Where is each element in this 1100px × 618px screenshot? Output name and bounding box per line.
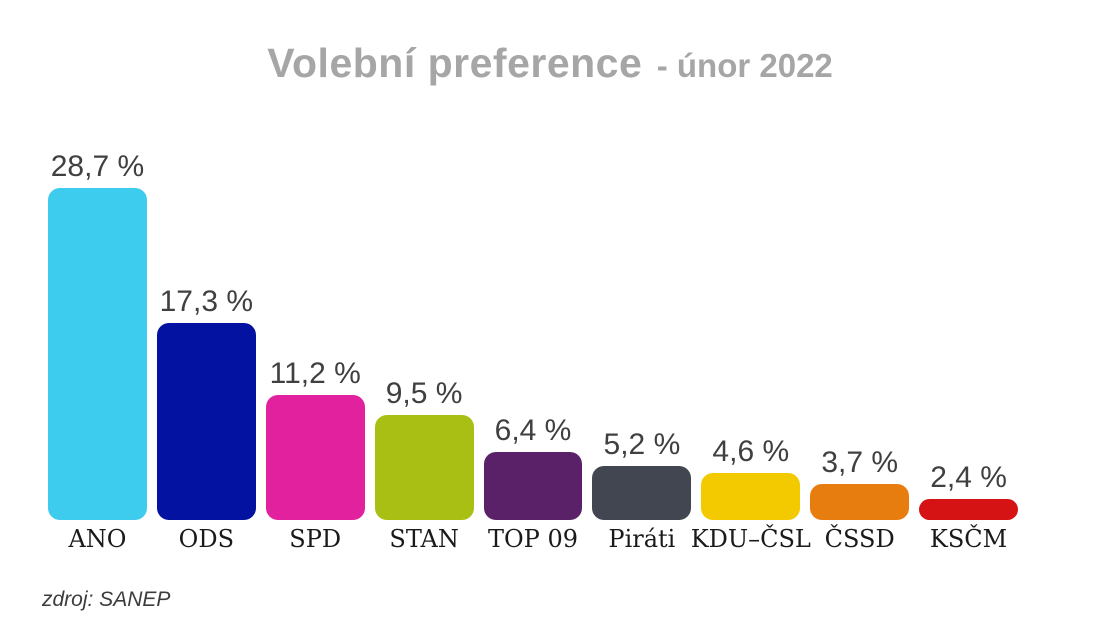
chart-title-suffix: - únor 2022 bbox=[656, 47, 833, 84]
source-note: zdroj: SANEP bbox=[42, 588, 171, 611]
bar bbox=[701, 473, 801, 520]
bar-column: 6,4 % TOP 09 bbox=[483, 413, 583, 559]
category-label: TOP 09 bbox=[488, 525, 578, 553]
category-label: SPD bbox=[289, 525, 342, 553]
category-label: ANO bbox=[68, 525, 127, 553]
bar bbox=[156, 323, 256, 520]
bar-column: 11,2 % SPD bbox=[265, 356, 365, 559]
bar-value-label: 5,2 % bbox=[603, 427, 681, 461]
bar-value-label: 9,5 % bbox=[385, 376, 463, 410]
bar-chart: 28,7 % ANO 17,3 % ODS 11,2 % SPD 9,5 % STAN 6,4 … bbox=[48, 149, 1019, 559]
bar-column: 3,7 % ČSSD bbox=[810, 445, 910, 559]
bar bbox=[483, 452, 583, 520]
bar-value-label: 4,6 % bbox=[712, 434, 790, 468]
bar-value-label: 28,7 % bbox=[50, 149, 145, 183]
bar bbox=[374, 415, 474, 520]
bar-column: 2,4 % KSČM bbox=[919, 460, 1019, 559]
bar-value-label: 3,7 % bbox=[821, 445, 899, 479]
category-label: Piráti bbox=[608, 525, 676, 553]
category-label: KSČM bbox=[929, 525, 1008, 553]
bar bbox=[592, 466, 692, 520]
bar bbox=[919, 499, 1019, 520]
bar bbox=[265, 395, 365, 520]
bar-value-label: 11,2 % bbox=[269, 356, 361, 390]
bar-column: 17,3 % ODS bbox=[156, 284, 256, 559]
category-label: KDU–ČSL bbox=[690, 525, 811, 553]
bar-value-label: 17,3 % bbox=[159, 284, 254, 318]
bar-column: 5,2 % Piráti bbox=[592, 427, 692, 559]
bar-value-label: 6,4 % bbox=[494, 413, 572, 447]
bar bbox=[48, 188, 147, 520]
category-label: ČSSD bbox=[824, 525, 895, 553]
bar-column: 4,6 % KDU–ČSL bbox=[691, 434, 811, 559]
chart-title-main: Volební preference bbox=[267, 40, 643, 86]
category-label: ODS bbox=[178, 525, 235, 553]
bar-column: 28,7 % ANO bbox=[48, 149, 147, 559]
category-label: STAN bbox=[389, 525, 459, 553]
chart-title: Volební preference - únor 2022 bbox=[0, 40, 1100, 87]
bar-column: 9,5 % STAN bbox=[374, 376, 474, 559]
bar-value-label: 2,4 % bbox=[930, 460, 1007, 494]
bar bbox=[810, 484, 910, 520]
